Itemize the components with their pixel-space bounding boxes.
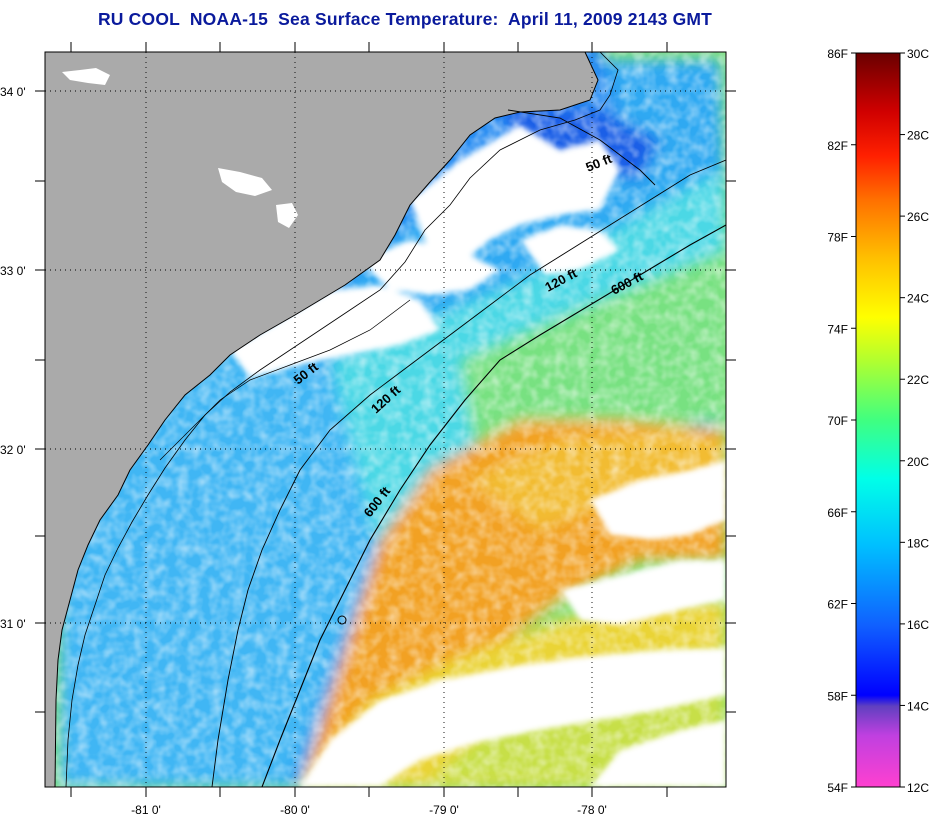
map-frame <box>35 42 736 797</box>
latitude-labels: 34 0' 33 0' 32 0' 31 0' <box>0 85 26 631</box>
colorbar-label-celsius: 28C <box>907 129 929 143</box>
colorbar-label-celsius: 30C <box>907 47 929 61</box>
lon-label-80: -80 0' <box>280 803 310 817</box>
sst-map: 50 ft 120 ft 600 ft 50 ft 120 ft 600 ft <box>45 52 726 787</box>
colorbar-label-fahrenheit: 58F <box>827 689 848 703</box>
colorbar-label-celsius: 22C <box>907 373 929 387</box>
colorbar-label-fahrenheit: 78F <box>827 231 848 245</box>
coastline <box>65 52 619 787</box>
lat-label-33: 33 0' <box>0 264 26 278</box>
lon-label-79: -79 0' <box>429 803 459 817</box>
colorbar-label-fahrenheit: 74F <box>827 322 848 336</box>
lat-label-32: 32 0' <box>0 443 26 457</box>
colorbar-label-celsius: 24C <box>907 292 929 306</box>
colorbar: 86F 82F 78F 74F 70F 66F 62F 58F 54F 30C 28C 26C 24C… <box>827 47 929 795</box>
map-title: RU COOL NOAA-15 Sea Surface Temperature:… <box>97 9 713 29</box>
colorbar-label-celsius: 20C <box>907 455 929 469</box>
colorbar-label-celsius: 16C <box>907 618 929 632</box>
station-marker <box>337 615 347 625</box>
contour-50ft-south <box>159 299 411 461</box>
inland-cloud-patches <box>62 68 298 228</box>
lat-label-31: 31 0' <box>0 617 26 631</box>
lat-label-34: 34 0' <box>0 85 26 99</box>
lon-label-81: -81 0' <box>131 803 161 817</box>
colorbar-label-fahrenheit: 66F <box>827 506 848 520</box>
graticule <box>45 52 726 787</box>
lon-label-78: -78 0' <box>577 803 607 817</box>
contour-120ft <box>211 159 726 787</box>
colorbar-label-celsius: 12C <box>907 781 929 795</box>
colorbar-label-fahrenheit: 82F <box>827 139 848 153</box>
colorbar-label-celsius: 26C <box>907 210 929 224</box>
colorbar-label-fahrenheit: 54F <box>827 781 848 795</box>
colorbar-label-celsius: 14C <box>907 699 929 713</box>
colorbar-label-fahrenheit: 62F <box>827 598 848 612</box>
longitude-labels: -81 0' -80 0' -79 0' -78 0' <box>131 803 607 817</box>
contour-600ft <box>261 224 726 787</box>
land-mass <box>45 52 599 787</box>
contour-50ft <box>507 109 656 186</box>
colorbar-label-fahrenheit: 70F <box>827 414 848 428</box>
colorbar-gradient <box>855 52 901 788</box>
colorbar-label-fahrenheit: 86F <box>827 47 848 61</box>
colorbar-label-celsius: 18C <box>907 536 929 550</box>
